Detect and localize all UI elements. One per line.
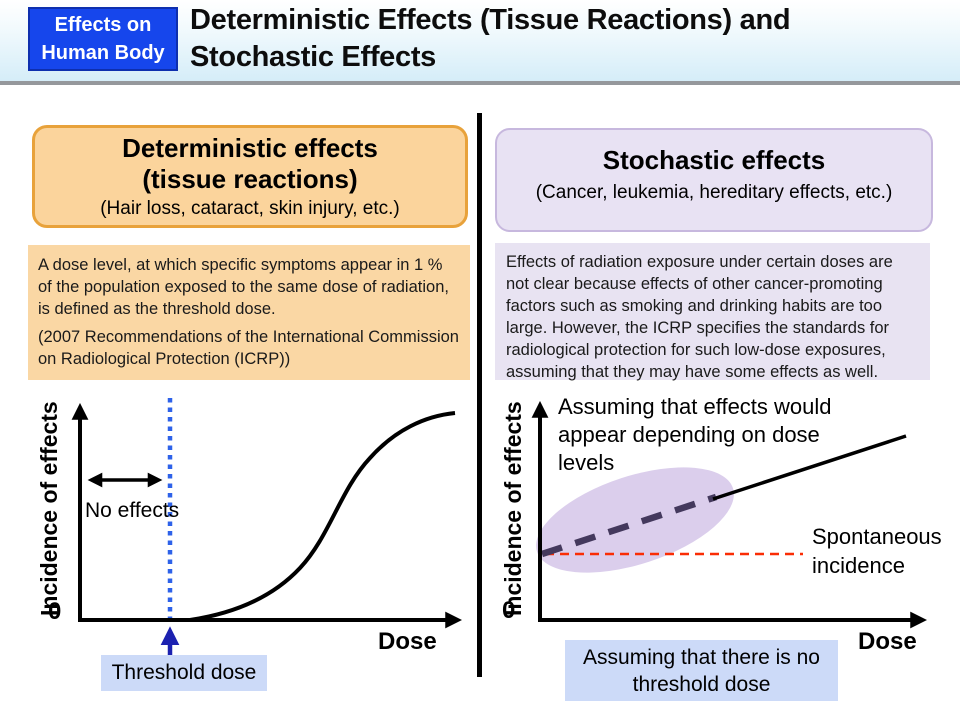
stochastic-description: Effects of radiation exposure under cert… (495, 243, 930, 381)
left-y-axis-label: Incidence of effects (36, 401, 62, 616)
right-origin-label: 0 (502, 597, 516, 624)
category-badge: Effects on Human Body (28, 7, 178, 71)
left-origin-label: 0 (48, 598, 62, 625)
deterministic-subtitle: (Hair loss, cataract, skin injury, etc.) (100, 198, 400, 219)
solid-dose-response-line (712, 434, 907, 501)
deterministic-description-p1: A dose level, at which specific symptoms… (38, 256, 449, 318)
right-y-axis-label: Incidence of effects (500, 401, 526, 616)
uncertainty-ellipse (536, 467, 734, 573)
stochastic-title: Stochastic effects (602, 145, 826, 175)
page-title-line2: Stochastic Effects (190, 41, 437, 73)
header: Effects on Human Body Deterministic Effe… (0, 0, 960, 85)
deterministic-description-p2: (2007 Recommendations of the Internation… (38, 328, 459, 368)
dashed-dose-response-segment (540, 493, 718, 558)
stochastic-description-p1: Effects of radiation exposure under cert… (506, 253, 893, 381)
deterministic-description: A dose level, at which specific symptoms… (28, 245, 470, 380)
deterministic-title-line2: (tissue reactions) (142, 164, 358, 194)
no-threshold-label: Assuming that there is no threshold dose (565, 640, 838, 701)
deterministic-title-line1: Deterministic effects (122, 133, 378, 163)
right-x-axis-label: Dose (858, 628, 917, 655)
stochastic-subtitle: (Cancer, leukemia, hereditary effects, e… (535, 182, 893, 203)
stochastic-chart (531, 400, 928, 629)
threshold-dose-label: Threshold dose (101, 655, 267, 691)
spontaneous-incidence-label: Spontaneous incidence (812, 524, 942, 578)
deterministic-chart (71, 398, 463, 671)
page-title: Deterministic Effects (Tissue Reactions)… (190, 2, 791, 76)
deterministic-card: Deterministic effects (tissue reactions)… (32, 125, 468, 228)
stochastic-card: Stochastic effects (Cancer, leukemia, he… (495, 128, 933, 232)
dose-dependence-annotation: Assuming that effects would appear depen… (558, 394, 832, 475)
badge-line2: Human Body (41, 42, 165, 64)
sigmoid-curve (189, 411, 456, 622)
badge-line1: Effects on (54, 14, 152, 36)
left-x-axis-label: Dose (378, 628, 437, 655)
no-effects-label: No effects (85, 499, 180, 522)
page-title-line1: Deterministic Effects (Tissue Reactions)… (190, 4, 791, 36)
column-divider (477, 113, 482, 677)
